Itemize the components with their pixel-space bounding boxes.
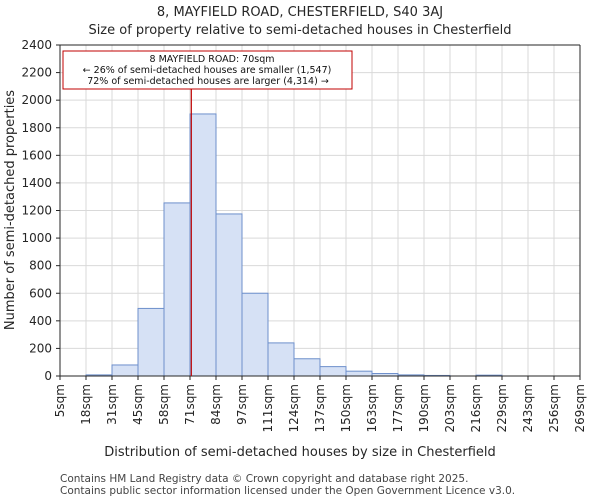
x-tick-label: 256sqm bbox=[547, 384, 561, 432]
bars bbox=[85, 113, 503, 377]
y-tick-label: 1000 bbox=[21, 231, 52, 245]
x-tick-label: 177sqm bbox=[391, 384, 405, 432]
x-tick-label: 243sqm bbox=[521, 384, 535, 432]
bar-111sqm bbox=[267, 342, 295, 377]
x-tick-label: 58sqm bbox=[157, 384, 171, 425]
footer-line-1: Contains HM Land Registry data © Crown c… bbox=[60, 473, 468, 485]
bar-124sqm bbox=[293, 358, 321, 377]
x-tick-label: 150sqm bbox=[339, 384, 353, 432]
x-tick-label: 45sqm bbox=[131, 384, 145, 425]
annotation-line-3: 72% of semi-detached houses are larger (… bbox=[87, 76, 329, 87]
y-tick-label: 2200 bbox=[21, 66, 52, 80]
bar-58sqm bbox=[163, 202, 191, 377]
bar-137sqm bbox=[319, 366, 347, 377]
x-tick-label: 31sqm bbox=[105, 384, 119, 425]
x-tick-label: 18sqm bbox=[79, 384, 93, 425]
x-tick-label: 5sqm bbox=[53, 384, 67, 417]
annotation-frame bbox=[62, 50, 353, 90]
y-axis-label: Number of semi-detached properties bbox=[3, 90, 18, 330]
y-tick-label: 1200 bbox=[21, 204, 52, 218]
footer-line-2: Contains public sector information licen… bbox=[60, 485, 515, 497]
bar-45sqm bbox=[137, 307, 165, 377]
annotation-line-1: 8 MAYFIELD ROAD: 70sqm bbox=[150, 54, 275, 65]
x-axis-label: Distribution of semi-detached houses by … bbox=[104, 445, 496, 460]
y-tick-label: 1600 bbox=[21, 148, 52, 162]
bar-150sqm bbox=[345, 370, 373, 377]
x-tick-label: 229sqm bbox=[495, 384, 509, 432]
bar-71sqm bbox=[189, 113, 217, 377]
bar-84sqm bbox=[215, 213, 243, 377]
y-tick-label: 1400 bbox=[21, 176, 52, 190]
x-tick-label: 137sqm bbox=[313, 384, 327, 432]
x-tick-label: 269sqm bbox=[573, 384, 587, 432]
x-tick-label: 216sqm bbox=[469, 384, 483, 432]
bar-97sqm bbox=[241, 292, 269, 377]
chart-title: 8, MAYFIELD ROAD, CHESTERFIELD, S40 3AJ bbox=[157, 5, 443, 20]
annotation-line-2: ← 26% of semi-detached houses are smalle… bbox=[83, 65, 332, 76]
chart-subtitle: Size of property relative to semi-detach… bbox=[88, 23, 511, 38]
y-tick-label: 600 bbox=[29, 286, 52, 300]
x-tick-label: 71sqm bbox=[183, 384, 197, 425]
bar-31sqm bbox=[111, 364, 139, 377]
y-tick-labels: 0 200 400 600 800 1000 1200 1400 1600 1800 2000 220… bbox=[21, 38, 60, 383]
x-tick-labels: 5sqm 18sqm 31sqm 45sqm 58sqm 71sqm 84sqm 97sqm 1… bbox=[53, 376, 587, 432]
y-tick-label: 200 bbox=[29, 341, 52, 355]
y-tick-label: 2400 bbox=[21, 38, 52, 52]
y-tick-label: 1800 bbox=[21, 121, 52, 135]
y-tick-label: 400 bbox=[29, 314, 52, 328]
x-tick-label: 203sqm bbox=[443, 384, 457, 432]
x-tick-label: 97sqm bbox=[235, 384, 249, 425]
y-tick-label: 0 bbox=[44, 369, 52, 383]
x-tick-label: 84sqm bbox=[209, 384, 223, 425]
y-tick-label: 800 bbox=[29, 259, 52, 273]
annotation-box: 8 MAYFIELD ROAD: 70sqm ← 26% of semi-det… bbox=[62, 50, 353, 90]
x-tick-label: 163sqm bbox=[365, 384, 379, 432]
y-tick-label: 2000 bbox=[21, 93, 52, 107]
x-tick-label: 190sqm bbox=[417, 384, 431, 432]
x-tick-label: 124sqm bbox=[287, 384, 301, 432]
x-tick-label: 111sqm bbox=[261, 384, 275, 432]
